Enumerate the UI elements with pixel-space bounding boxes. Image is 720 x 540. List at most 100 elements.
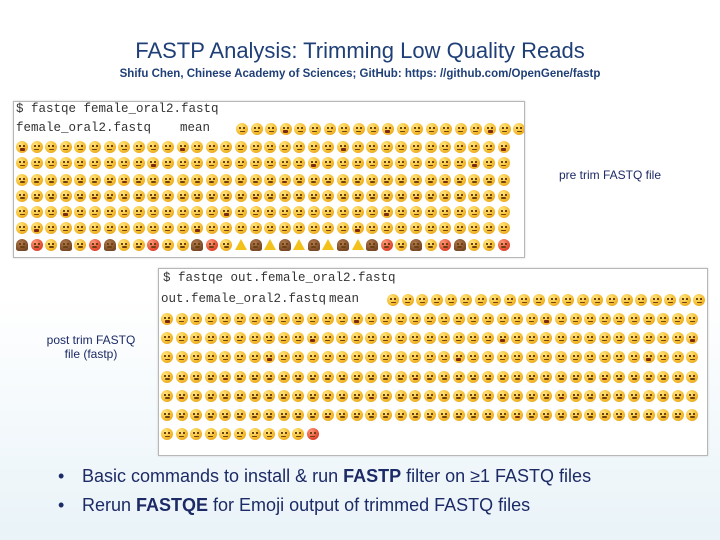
- smiley-emoji-icon: [365, 370, 378, 383]
- smiley-emoji-icon: [649, 294, 662, 306]
- smiley-emoji-icon: [234, 157, 247, 170]
- smiley-emoji-icon: [350, 313, 363, 325]
- smiley-emoji-icon: [498, 123, 511, 135]
- smiley-emoji-icon: [613, 370, 626, 383]
- smiley-emoji-icon: [248, 351, 261, 364]
- smiley-emoji-icon: [263, 313, 276, 325]
- smiley-emoji-icon: [277, 428, 290, 441]
- smiley-emoji-icon: [351, 173, 364, 186]
- smiley-emoji-icon: [204, 332, 217, 345]
- smiley-emoji-icon: [584, 389, 597, 402]
- smiley-emoji-icon: [395, 173, 408, 186]
- smiley-emoji-icon: [161, 141, 174, 153]
- smiley-emoji-icon: [321, 370, 334, 383]
- emoji-row: [161, 332, 701, 345]
- smiley-emoji-icon: [569, 389, 582, 402]
- smiley-emoji-icon: [278, 189, 291, 202]
- smiley-emoji-icon: [439, 206, 452, 219]
- smiley-emoji-icon: [234, 141, 247, 153]
- smiley-emoji-icon: [482, 332, 495, 345]
- smiley-emoji-icon: [424, 157, 437, 170]
- smiley-emoji-icon: [628, 389, 640, 402]
- smiley-emoji-icon: [132, 173, 145, 186]
- smiley-emoji-icon: [74, 173, 87, 186]
- smiley-emoji-icon: [511, 351, 524, 364]
- smiley-emoji-icon: [147, 222, 160, 235]
- smiley-emoji-icon: [366, 173, 379, 186]
- smiley-emoji-icon: [452, 408, 465, 421]
- smiley-emoji-icon: [132, 157, 145, 170]
- smiley-emoji-icon: [555, 370, 568, 383]
- smiley-emoji-icon: [147, 189, 160, 202]
- smiley-emoji-icon: [264, 222, 277, 235]
- smiley-emoji-icon: [30, 222, 43, 235]
- smiley-emoji-icon: [322, 206, 335, 219]
- smiley-emoji-icon: [394, 313, 407, 325]
- smiley-emoji-icon: [176, 222, 189, 235]
- smiley-emoji-icon: [511, 370, 524, 383]
- smiley-emoji-icon: [438, 332, 451, 345]
- smiley-emoji-icon: [497, 206, 510, 219]
- smiley-emoji-icon: [351, 222, 364, 235]
- smiley-emoji-icon: [88, 157, 101, 170]
- smiley-emoji-icon: [496, 408, 509, 421]
- smiley-emoji-icon: [387, 294, 399, 306]
- smiley-emoji-icon: [569, 351, 582, 364]
- poop-emoji-icon: [278, 238, 291, 251]
- smiley-emoji-icon: [249, 189, 262, 202]
- smiley-emoji-icon: [657, 332, 670, 345]
- smiley-emoji-icon: [59, 157, 72, 170]
- smiley-emoji-icon: [16, 189, 28, 202]
- smiley-emoji-icon: [410, 157, 423, 170]
- smiley-emoji-icon: [308, 123, 321, 135]
- smiley-emoji-icon: [350, 408, 363, 421]
- smiley-emoji-icon: [264, 189, 277, 202]
- smiley-emoji-icon: [103, 173, 116, 186]
- smiley-emoji-icon: [307, 157, 320, 170]
- emoji-row: [16, 157, 512, 170]
- smiley-emoji-icon: [686, 332, 699, 345]
- smiley-emoji-icon: [292, 428, 305, 441]
- smiley-emoji-icon: [628, 408, 640, 421]
- smiley-emoji-icon: [292, 389, 305, 402]
- warning-sign-icon: [264, 239, 277, 251]
- post-trim-emoji-grid: [161, 313, 701, 447]
- smiley-emoji-icon: [190, 370, 203, 383]
- smiley-emoji-icon: [380, 141, 393, 153]
- smiley-emoji-icon: [205, 173, 218, 186]
- smiley-emoji-icon: [511, 389, 524, 402]
- smiley-emoji-icon: [191, 157, 204, 170]
- smiley-emoji-icon: [307, 189, 320, 202]
- smiley-emoji-icon: [365, 389, 378, 402]
- smiley-emoji-icon: [513, 123, 524, 135]
- smiley-emoji-icon: [323, 123, 336, 135]
- smiley-emoji-icon: [467, 351, 480, 364]
- smiley-emoji-icon: [411, 123, 424, 135]
- smiley-emoji-icon: [147, 173, 160, 186]
- smiley-emoji-icon: [233, 332, 246, 345]
- smiley-emoji-icon: [161, 189, 174, 202]
- smiley-emoji-icon: [379, 370, 392, 383]
- smiley-emoji-icon: [410, 222, 423, 235]
- smiley-emoji-icon: [379, 332, 392, 345]
- smiley-emoji-icon: [249, 222, 262, 235]
- smiley-emoji-icon: [620, 294, 633, 306]
- smiley-emoji-icon: [555, 389, 568, 402]
- smiley-emoji-icon: [161, 313, 173, 325]
- smiley-emoji-icon: [191, 173, 204, 186]
- smiley-emoji-icon: [118, 189, 131, 202]
- poop-emoji-icon: [16, 238, 28, 251]
- smiley-emoji-icon: [161, 428, 173, 441]
- smiley-emoji-icon: [598, 389, 611, 402]
- smiley-emoji-icon: [409, 389, 422, 402]
- angry-emoji-icon: [205, 238, 218, 251]
- smiley-emoji-icon: [30, 173, 43, 186]
- smiley-emoji-icon: [584, 408, 597, 421]
- smiley-emoji-icon: [161, 238, 174, 251]
- smiley-emoji-icon: [484, 123, 497, 135]
- smiley-emoji-icon: [452, 389, 465, 402]
- smiley-emoji-icon: [409, 408, 422, 421]
- poop-emoji-icon: [453, 238, 466, 251]
- smiley-emoji-icon: [292, 351, 305, 364]
- smiley-emoji-icon: [321, 389, 334, 402]
